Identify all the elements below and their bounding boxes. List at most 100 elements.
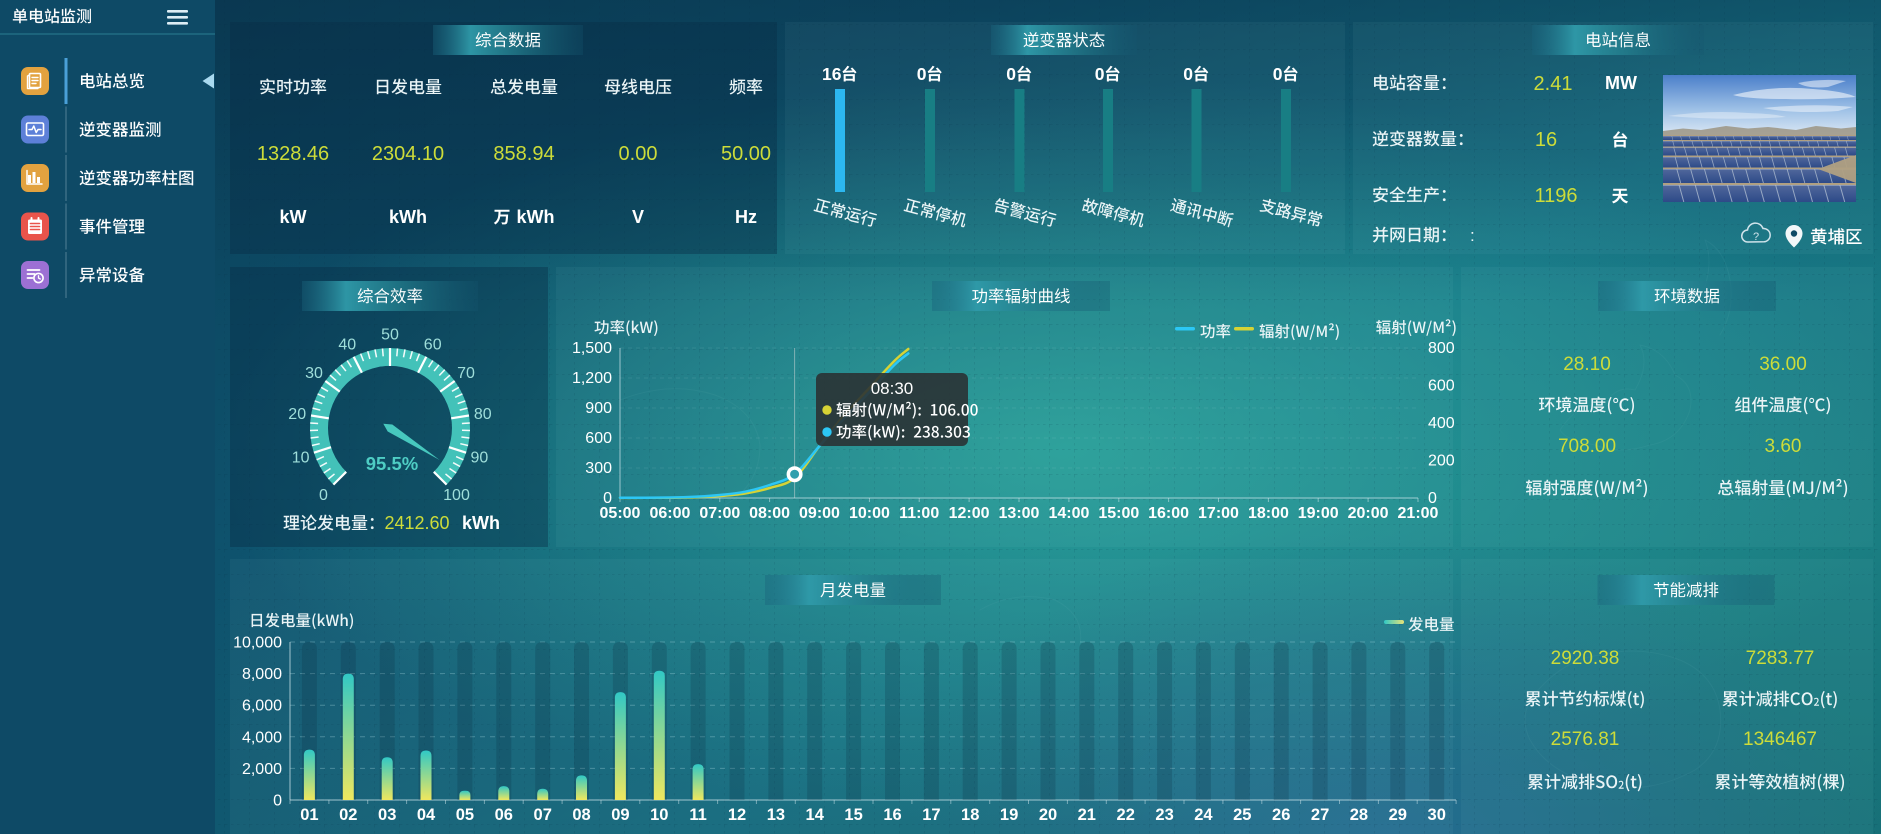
svg-text:3.60: 3.60 (1765, 436, 1802, 457)
svg-text:17:00: 17:00 (1198, 505, 1239, 522)
svg-text:27: 27 (1311, 806, 1329, 824)
svg-text::: : (1470, 226, 1475, 245)
svg-text:17: 17 (922, 806, 940, 824)
svg-text:0: 0 (1428, 490, 1437, 507)
svg-text:600: 600 (1428, 378, 1455, 395)
svg-text:20: 20 (1039, 806, 1057, 824)
svg-text:80: 80 (474, 406, 492, 423)
svg-text:400: 400 (1428, 415, 1455, 432)
svg-text:08:30: 08:30 (871, 379, 914, 398)
svg-text:28.10: 28.10 (1563, 354, 1611, 375)
svg-text:0: 0 (603, 490, 612, 507)
svg-text:kWh: kWh (517, 207, 555, 227)
svg-text:0: 0 (1095, 64, 1105, 84)
svg-text:300: 300 (585, 460, 612, 477)
svg-text:05: 05 (456, 806, 474, 824)
svg-text:2304.10: 2304.10 (372, 143, 444, 165)
svg-text:36.00: 36.00 (1759, 354, 1807, 375)
svg-text:14:00: 14:00 (1048, 505, 1089, 522)
svg-text:19:00: 19:00 (1298, 505, 1339, 522)
svg-text:16: 16 (1535, 129, 1557, 151)
svg-text:02: 02 (339, 806, 357, 824)
svg-text:28: 28 (1350, 806, 1368, 824)
svg-text:09:00: 09:00 (799, 505, 840, 522)
svg-text:708.00: 708.00 (1558, 436, 1616, 457)
svg-text:50: 50 (381, 327, 399, 344)
svg-text:15:00: 15:00 (1098, 505, 1139, 522)
svg-text:21: 21 (1078, 806, 1096, 824)
svg-text:2,000: 2,000 (242, 761, 282, 778)
svg-text:11:00: 11:00 (899, 505, 939, 522)
svg-text:08: 08 (572, 806, 590, 824)
svg-text:V: V (632, 207, 644, 227)
svg-text:14: 14 (806, 806, 825, 824)
svg-text:12: 12 (728, 806, 746, 824)
svg-text:0: 0 (319, 487, 328, 504)
svg-text:22: 22 (1117, 806, 1135, 824)
svg-text:0: 0 (1183, 64, 1193, 84)
svg-text:19: 19 (1000, 806, 1018, 824)
svg-text:10,000: 10,000 (233, 635, 282, 652)
svg-text:30: 30 (1428, 806, 1446, 824)
svg-text:2.41: 2.41 (1534, 73, 1573, 95)
svg-text:10: 10 (650, 806, 668, 824)
svg-text:60: 60 (424, 337, 442, 354)
svg-text:?: ? (1753, 231, 1759, 243)
svg-text:08:00: 08:00 (749, 505, 790, 522)
svg-text:13:00: 13:00 (999, 505, 1040, 522)
svg-text:10: 10 (292, 450, 310, 467)
svg-text:21:00: 21:00 (1398, 505, 1439, 522)
svg-text:07:00: 07:00 (699, 505, 740, 522)
svg-text:kWh: kWh (462, 513, 500, 533)
svg-text:05:00: 05:00 (600, 505, 641, 522)
svg-text:70: 70 (457, 365, 475, 382)
svg-text:0: 0 (917, 64, 927, 84)
svg-text:06: 06 (495, 806, 513, 824)
svg-text:04: 04 (417, 806, 436, 824)
svg-text:8,000: 8,000 (242, 666, 282, 683)
svg-text:0: 0 (1006, 64, 1016, 84)
svg-text:0: 0 (1273, 64, 1283, 84)
svg-text:kWh: kWh (389, 207, 427, 227)
svg-text:30: 30 (305, 365, 323, 382)
svg-text:11: 11 (689, 806, 706, 824)
svg-text:600: 600 (585, 430, 612, 447)
svg-text:50.00: 50.00 (721, 143, 771, 165)
svg-text:0.00: 0.00 (619, 143, 658, 165)
svg-text:1328.46: 1328.46 (257, 143, 329, 165)
svg-text:1,200: 1,200 (572, 370, 612, 387)
svg-text:200: 200 (1428, 453, 1455, 470)
svg-text:1,500: 1,500 (572, 340, 612, 357)
svg-text:95.5%: 95.5% (366, 453, 418, 474)
svg-text:100: 100 (443, 487, 470, 504)
svg-text:20:00: 20:00 (1348, 505, 1389, 522)
svg-text:800: 800 (1428, 340, 1455, 357)
svg-text:03: 03 (378, 806, 396, 824)
svg-text:29: 29 (1389, 806, 1407, 824)
svg-text:900: 900 (585, 400, 612, 417)
svg-text:25: 25 (1233, 806, 1251, 824)
svg-text:7283.77: 7283.77 (1746, 648, 1815, 669)
svg-text:23: 23 (1155, 806, 1173, 824)
svg-text:18:00: 18:00 (1248, 505, 1289, 522)
svg-text:858.94: 858.94 (493, 143, 554, 165)
svg-text:07: 07 (534, 806, 552, 824)
svg-text:2576.81: 2576.81 (1551, 729, 1620, 750)
svg-text:1346467: 1346467 (1743, 729, 1817, 750)
svg-text:Hz: Hz (735, 207, 757, 227)
svg-text:2920.38: 2920.38 (1551, 648, 1620, 669)
svg-text:15: 15 (844, 806, 862, 824)
svg-text:0: 0 (273, 793, 282, 810)
svg-text:16: 16 (883, 806, 901, 824)
svg-text:01: 01 (300, 806, 318, 824)
svg-text:kW: kW (280, 207, 307, 227)
svg-text:20: 20 (288, 406, 306, 423)
svg-text:06:00: 06:00 (649, 505, 690, 522)
svg-text:16:00: 16:00 (1148, 505, 1189, 522)
svg-text:13: 13 (767, 806, 785, 824)
svg-text:40: 40 (338, 337, 356, 354)
svg-text:MW: MW (1605, 73, 1637, 93)
svg-text:90: 90 (471, 450, 489, 467)
svg-text:16: 16 (822, 64, 842, 84)
svg-text:09: 09 (611, 806, 629, 824)
